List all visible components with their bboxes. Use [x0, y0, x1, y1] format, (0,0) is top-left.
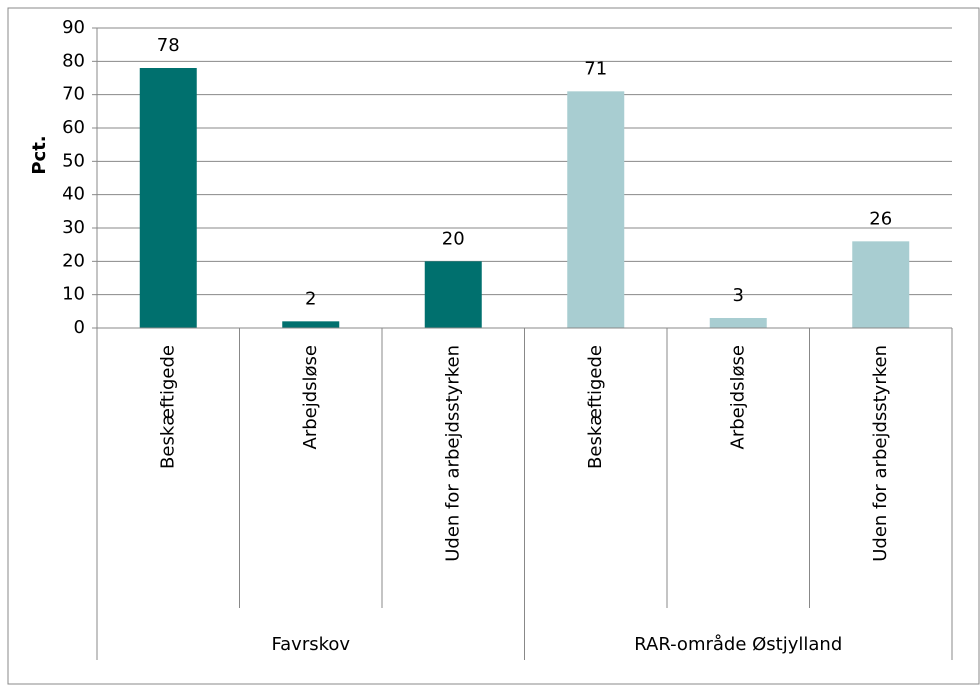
y-tick-label: 80: [62, 50, 85, 71]
bar: [282, 321, 340, 328]
x-tick-label: Uden for arbejdsstyrken: [442, 345, 463, 562]
y-tick-label: 30: [62, 217, 85, 238]
y-tick-label: 90: [62, 17, 85, 38]
group-label: RAR-område Østjylland: [634, 634, 842, 655]
x-tick-label: Beskæftigede: [157, 345, 178, 469]
data-label: 78: [157, 35, 180, 56]
x-tick-label: Beskæftigede: [585, 345, 606, 469]
y-tick-label: 40: [62, 184, 85, 205]
data-label: 2: [305, 288, 316, 309]
data-label: 20: [442, 228, 465, 249]
y-tick-label: 50: [62, 150, 85, 171]
x-tick-label: Uden for arbejdsstyrken: [870, 345, 891, 562]
x-tick-label: Arbejdsløse: [727, 345, 748, 449]
y-tick-label: 10: [62, 284, 85, 305]
bar: [709, 318, 767, 328]
y-tick-label: 0: [74, 317, 85, 338]
data-label: 71: [584, 58, 607, 79]
bar: [139, 68, 197, 328]
y-tick-label: 60: [62, 117, 85, 138]
data-label: 3: [733, 285, 744, 306]
bar: [567, 91, 625, 328]
y-tick-label: 20: [62, 250, 85, 271]
x-tick-label: Arbejdsløse: [300, 345, 321, 449]
bar: [424, 261, 482, 328]
y-tick-label: 70: [62, 84, 85, 105]
y-axis-label: Pct.: [29, 135, 50, 174]
group-label: Favrskov: [271, 634, 350, 655]
bar: [852, 241, 910, 328]
data-label: 26: [869, 208, 892, 229]
